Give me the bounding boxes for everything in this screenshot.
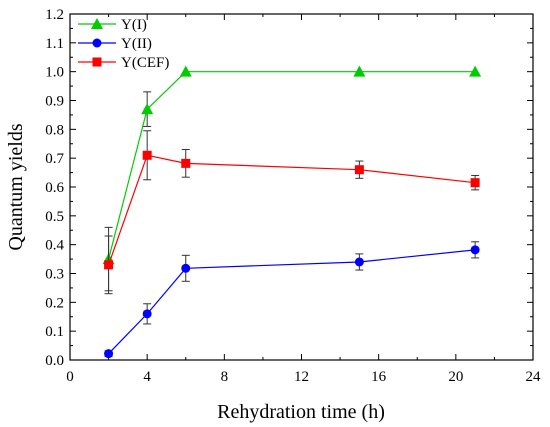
y-tick-label: 1.2: [45, 7, 64, 23]
y-axis-title: Quantum yields: [5, 123, 27, 250]
y-tick-label: 0.5: [45, 209, 64, 225]
y-tick-label: 0.9: [45, 94, 64, 110]
legend-label: Y(I): [121, 17, 147, 33]
data-point: [354, 257, 364, 267]
y-tick-label: 1.0: [45, 65, 64, 81]
series-line: [108, 71, 476, 260]
legend-label: Y(CEF): [121, 55, 169, 71]
y-tick-label: 0.0: [45, 353, 64, 369]
x-tick-label: 12: [294, 369, 309, 385]
axes: 0 4 8 12 16 20 24 0.0 0.1 0.2 0.3 0.4 0.5 0.6 0.7 0.8 0.…: [45, 7, 541, 385]
data-point: [181, 263, 191, 273]
y-tick-label: 0.1: [45, 324, 64, 340]
y-tick-label: 0.7: [45, 151, 64, 167]
series-y-cef: [104, 130, 480, 295]
data-point: [470, 178, 480, 188]
series-y-ii: [104, 241, 480, 359]
data-point: [179, 65, 192, 77]
series-layer: [102, 65, 482, 359]
y-tick-label: 1.1: [45, 36, 64, 52]
x-tick-label: 4: [143, 369, 151, 385]
y-tick-label: 0.4: [45, 238, 64, 254]
data-point: [353, 65, 366, 77]
series-line: [108, 154, 476, 266]
y-tick-label: 0.2: [45, 295, 64, 311]
x-tick-label: 24: [526, 369, 542, 385]
legend-marker: [92, 57, 102, 67]
series-line: [108, 249, 476, 355]
x-tick-label: 16: [371, 369, 387, 385]
legend-label: Y(II): [121, 36, 152, 52]
data-point: [142, 150, 152, 160]
y-tick-label: 0.8: [45, 122, 64, 138]
legend-marker: [91, 18, 103, 29]
data-point: [104, 349, 114, 359]
data-point: [469, 65, 482, 77]
data-point: [354, 165, 364, 175]
data-point: [104, 260, 114, 270]
series-y-i: [102, 65, 482, 292]
data-point: [142, 309, 152, 319]
y-tick-label: 0.3: [45, 267, 64, 283]
y-tick-label: 0.6: [45, 180, 64, 196]
legend: Y(I) Y(II) Y(CEF): [78, 17, 169, 71]
data-point: [141, 103, 154, 115]
legend-marker: [92, 38, 102, 48]
x-tick-label: 0: [66, 369, 74, 385]
x-tick-label: 20: [448, 369, 463, 385]
data-point: [470, 245, 480, 255]
x-axis-title: Rehydration time (h): [217, 401, 385, 423]
data-point: [181, 158, 191, 168]
x-tick-label: 8: [221, 369, 229, 385]
